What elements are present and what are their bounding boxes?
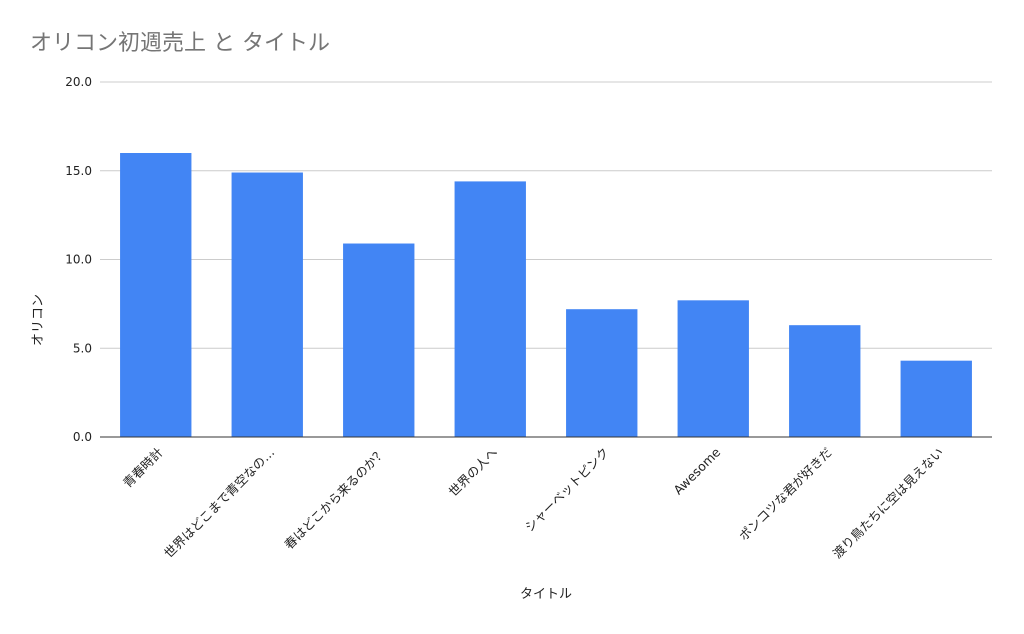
bar	[677, 300, 749, 437]
x-axis-label: タイトル	[520, 587, 572, 602]
y-tick-label: 5.0	[73, 341, 92, 355]
bar	[120, 153, 192, 437]
bar	[343, 243, 415, 437]
y-tick-label: 20.0	[65, 75, 92, 89]
y-axis-label: オリコン	[31, 294, 46, 346]
bar	[789, 325, 861, 437]
x-tick-label: 春はどこから来るのか？	[281, 445, 389, 553]
bar	[566, 309, 638, 437]
x-tick-label: 世界の人へ	[446, 445, 501, 500]
y-axis-ticks: 0.0 5.0 10.0 15.0 20.0	[65, 75, 92, 444]
bars	[120, 153, 972, 437]
bar	[900, 360, 972, 437]
x-tick-label: 世界はどこまで青空なの…	[161, 445, 277, 561]
bar	[454, 181, 526, 437]
x-tick-label: 渡り鳥たちに空は見えない	[830, 445, 947, 562]
bar	[231, 172, 303, 437]
x-tick-label: ポンコツな君が好きだ	[736, 445, 835, 544]
x-tick-label: シャーベットピンク	[522, 445, 612, 535]
x-tick-label: Awesome	[670, 444, 723, 497]
x-tick-label: 青春時計	[120, 445, 166, 491]
y-tick-label: 0.0	[73, 430, 92, 444]
y-tick-label: 15.0	[65, 164, 92, 178]
chart-title: オリコン初週売上 と タイトル	[30, 31, 330, 56]
y-tick-label: 10.0	[65, 253, 92, 267]
